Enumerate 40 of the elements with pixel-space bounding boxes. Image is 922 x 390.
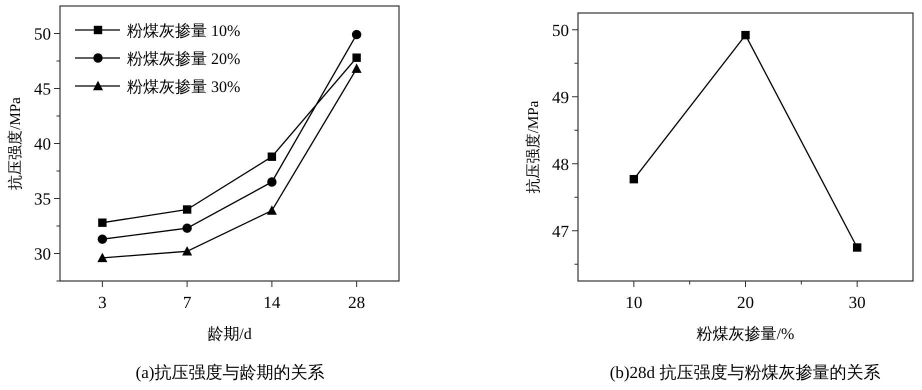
x-tick-label: 10	[625, 293, 642, 312]
legend-label: 粉煤灰掺量 10%	[127, 22, 240, 40]
y-tick-label: 45	[34, 80, 51, 98]
text: (b)28d 抗压强度与粉煤灰掺量的关系	[610, 363, 880, 382]
point	[97, 252, 108, 262]
legend-label: 粉煤灰掺量 30%	[127, 78, 240, 96]
x-tick-label: 28	[348, 293, 366, 312]
point	[182, 205, 192, 214]
x-tick-label: 20	[737, 293, 754, 312]
y-axis-title: 抗压强度/MPa	[7, 96, 24, 190]
point	[630, 174, 638, 184]
y-axis-title: 抗压强度/MPa	[525, 100, 542, 194]
point	[182, 224, 192, 233]
y-tick-label: 48	[552, 154, 569, 174]
point	[352, 64, 362, 73]
x-tick-label: 14	[263, 293, 281, 312]
point	[98, 234, 108, 244]
x-tick-label: 7	[182, 293, 192, 312]
x-tick-label: 3	[98, 293, 107, 312]
point	[266, 205, 277, 215]
y-tick-label: 35	[34, 190, 51, 208]
y-tick-label: 49	[552, 88, 569, 107]
y-tick-label: 30	[34, 244, 51, 264]
point	[267, 177, 277, 187]
y-tick-label: 50	[552, 20, 569, 40]
y-tick-label: 40	[34, 134, 51, 154]
y-tick-label: 47	[552, 222, 570, 241]
point	[352, 54, 361, 62]
text: (a)抗压强度与龄期的关系	[136, 363, 324, 382]
point	[268, 152, 276, 161]
point	[352, 30, 362, 40]
point	[741, 30, 750, 40]
point	[98, 218, 107, 227]
point	[852, 243, 862, 252]
point	[182, 246, 192, 256]
x-axis-title: 龄期/d	[207, 325, 252, 343]
x-axis-title: 粉煤灰掺量/%	[696, 325, 794, 343]
x-tick-label: 30	[848, 293, 866, 312]
legend-label: 粉煤灰掺量 20%	[127, 50, 240, 68]
y-tick-label: 50	[34, 24, 51, 44]
